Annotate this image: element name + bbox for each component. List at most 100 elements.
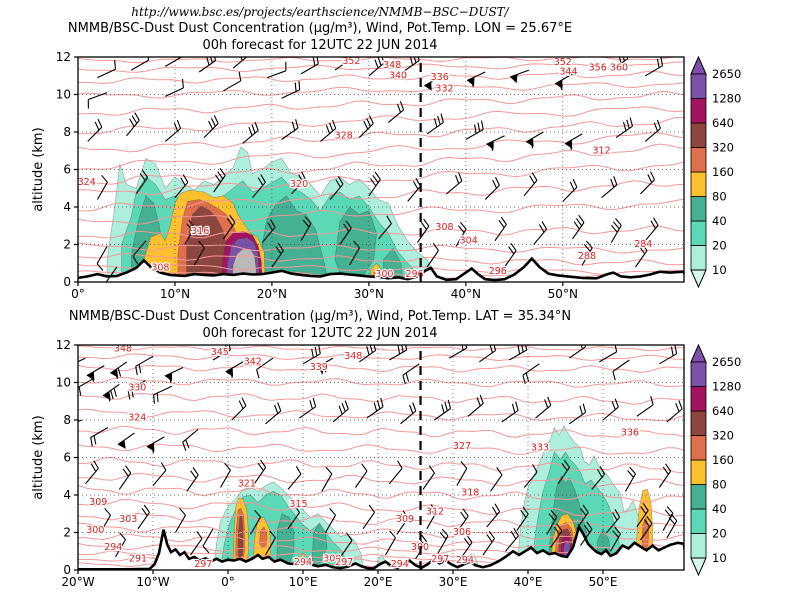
- colorbar-segment: [690, 459, 707, 485]
- wind-barb: [564, 133, 583, 151]
- pot-temp-contour: [78, 353, 684, 362]
- colorbar-label: 320: [712, 141, 734, 155]
- pot-temp-contour-label: 300: [323, 553, 341, 564]
- pot-temp-contour: [78, 376, 684, 388]
- wind-barb: [580, 521, 593, 546]
- wind-barb: [127, 380, 146, 400]
- y-axis-tick-label: 2: [63, 526, 71, 540]
- y-axis-tick-label: 0: [63, 563, 71, 577]
- wind-barb: [437, 528, 449, 554]
- wind-barb: [568, 345, 587, 359]
- colorbar-label: 1280: [712, 92, 741, 106]
- wind-barb: [105, 266, 118, 282]
- colorbar-segment: [690, 122, 707, 148]
- y-axis-tick-label: 4: [63, 200, 71, 214]
- pot-temp-contour-label: 356: [589, 63, 607, 74]
- pot-temp-contour-label: 336: [621, 428, 639, 439]
- pot-temp-contour-label: 352: [554, 57, 572, 68]
- pot-temp-contour: [78, 225, 684, 239]
- wind-barb: [523, 172, 538, 197]
- pot-temp-contour-label: 306: [453, 527, 471, 538]
- colorbar-label: 2650: [712, 355, 741, 369]
- colorbar-segment: [690, 98, 707, 124]
- wind-barb: [266, 61, 287, 79]
- wind-barb: [368, 171, 381, 197]
- wind-barb: [281, 80, 301, 99]
- pot-temp-contour-label: 304: [460, 235, 478, 246]
- colorbar-segment: [690, 533, 707, 559]
- wind-barb: [349, 240, 360, 266]
- wind-barb: [87, 118, 103, 142]
- pot-temp-contour-label: 300: [86, 525, 104, 536]
- pot-temp-contour-label: 327: [453, 441, 471, 452]
- wind-barb: [482, 530, 495, 556]
- x-axis-tick-label: 20°E: [364, 575, 393, 589]
- wind-barb: [85, 460, 99, 485]
- wind-barb: [610, 218, 622, 243]
- colorbar-label: 10: [712, 263, 727, 277]
- wind-barb: [87, 92, 108, 109]
- wind-barb: [426, 113, 444, 135]
- colorbar-label: 80: [712, 478, 727, 492]
- colorbar-segment: [690, 147, 707, 173]
- wind-barb: [110, 361, 128, 379]
- pot-temp-contour-label: 294: [391, 559, 409, 570]
- wind-barb: [271, 242, 284, 268]
- wind-barb: [231, 397, 247, 421]
- pot-temp-contour-label: 297: [335, 557, 353, 568]
- y-axis-label: altitude (km): [31, 415, 46, 499]
- wind-barb: [165, 57, 183, 67]
- panel-plot-area: 348 3453423393483303243093033002942913213…: [78, 345, 684, 570]
- wind-barb: [223, 71, 242, 92]
- wind-barb: [400, 402, 417, 425]
- colorbar-label: 40: [712, 502, 727, 516]
- x-axis-tick-label: 0°: [221, 575, 235, 589]
- pot-temp-contour-label: 318: [461, 488, 479, 499]
- wind-barb: [486, 135, 505, 151]
- pot-temp-contour: [78, 242, 684, 254]
- wind-barb: [153, 385, 173, 404]
- wind-barb: [636, 395, 654, 417]
- wind-barb: [97, 60, 117, 79]
- wind-barb: [152, 462, 167, 486]
- wind-barb: [591, 466, 606, 490]
- pot-temp-contour-label: 348: [344, 351, 362, 362]
- wind-barb: [302, 345, 321, 365]
- wind-barb: [644, 57, 664, 77]
- wind-barb: [576, 504, 589, 530]
- wind-barb: [358, 115, 374, 138]
- pot-temp-contour: [78, 498, 684, 517]
- pot-temp-contour-label: 324: [78, 177, 96, 188]
- pot-temp-contour-label: 315: [289, 499, 307, 510]
- wind-barb: [265, 402, 282, 425]
- x-axis-tick-label: 20°W: [61, 575, 94, 589]
- wind-barb: [625, 466, 636, 492]
- wind-barb: [78, 419, 82, 422]
- wind-barb: [387, 101, 405, 124]
- pot-temp-contour: [78, 263, 684, 275]
- colorbar: 10 20 40 80 160 320 640 1280 2650: [690, 55, 741, 289]
- y-axis-tick-label: 10: [56, 88, 71, 102]
- terrain-profile: [78, 523, 684, 570]
- wind-barb: [433, 399, 452, 421]
- pot-temp-contour-label: 284: [634, 239, 652, 250]
- pot-temp-contour-label: 308: [435, 222, 453, 233]
- pot-temp-contour-label: 330: [128, 383, 146, 394]
- pot-temp-contour: [78, 408, 684, 422]
- wind-barb: [402, 57, 420, 73]
- pot-temp-contour-label: 308: [151, 262, 169, 273]
- dust-concentration-region: [237, 515, 244, 558]
- y-axis-tick-label: 0: [63, 275, 71, 289]
- wind-barb: [612, 359, 630, 381]
- pot-temp-contour: [78, 472, 684, 487]
- wind-barb: [557, 459, 570, 485]
- terrain-profile: [78, 256, 684, 282]
- colorbar-segment: [690, 484, 707, 510]
- x-axis-tick-label: 0°: [71, 287, 85, 301]
- wind-barb: [449, 345, 468, 359]
- y-axis-tick-label: 12: [56, 338, 71, 352]
- wind-barb: [465, 120, 484, 140]
- colorbar-segment: [690, 245, 707, 271]
